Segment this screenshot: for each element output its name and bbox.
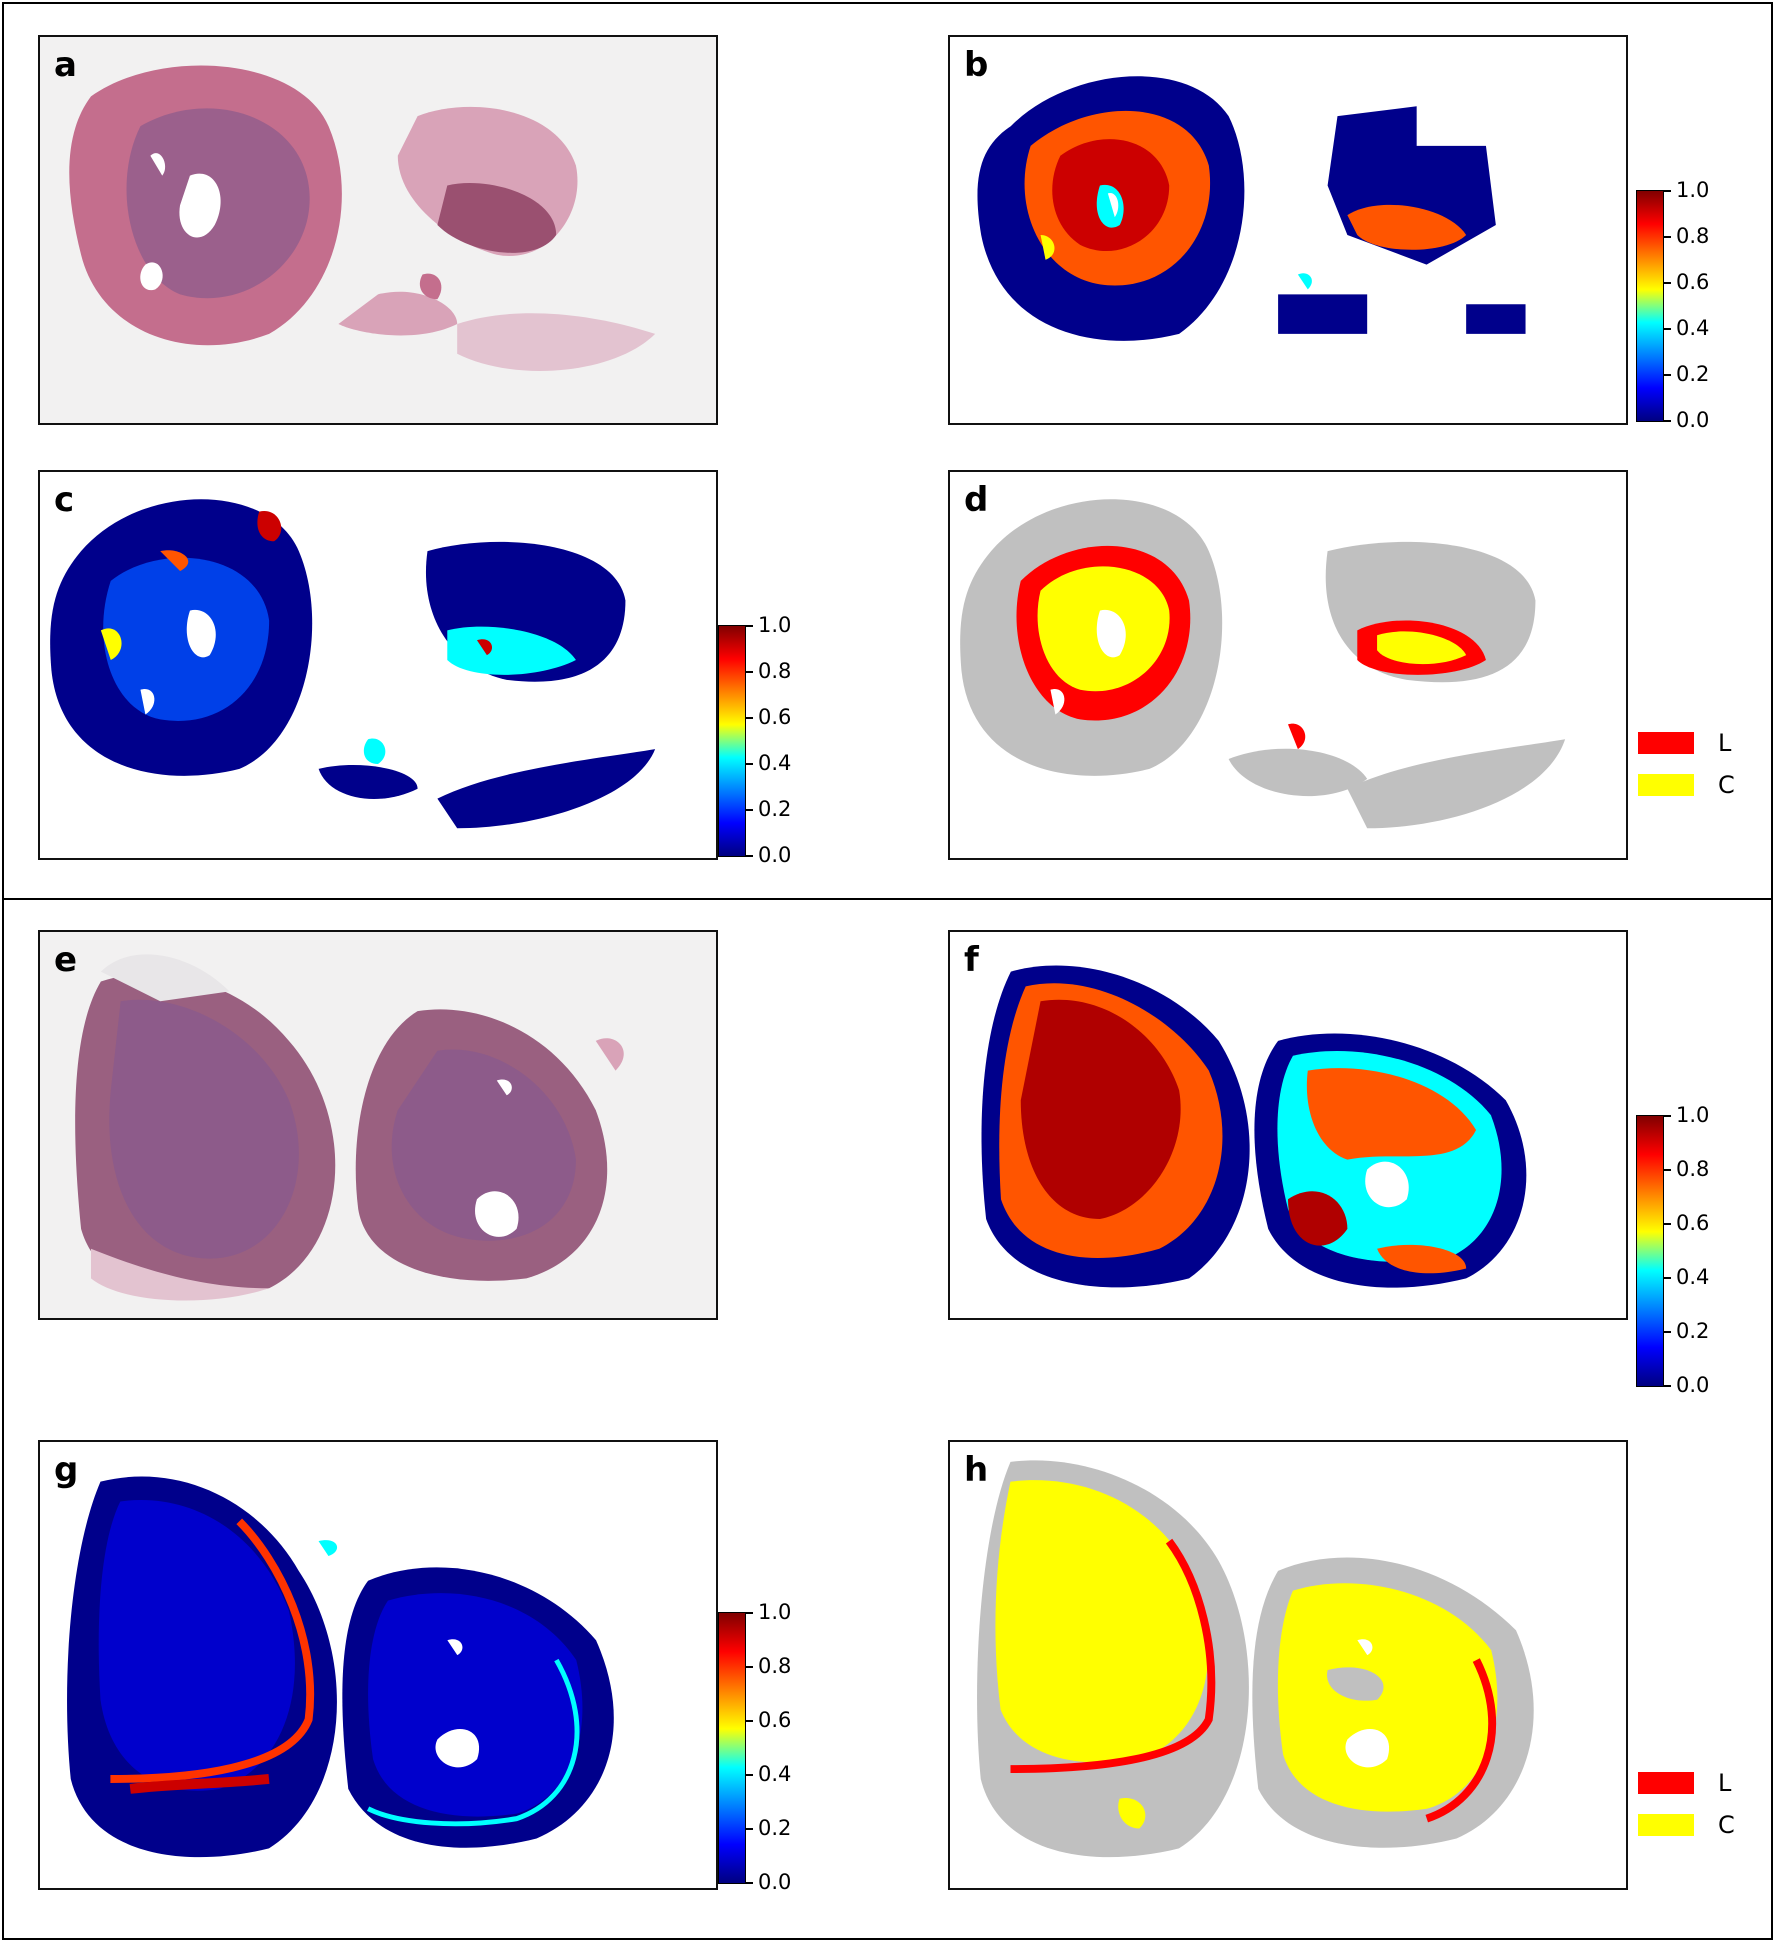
figure-bottom-frame [2, 898, 1773, 1940]
colorbar-tick: 0.2 [745, 1816, 792, 1840]
panel-label: f [964, 940, 979, 980]
panel-e: e [38, 930, 718, 1320]
panel-b: b [948, 35, 1628, 425]
panel-label: c [54, 480, 75, 520]
panel-label: g [54, 1450, 79, 1490]
legend-item-l: L [1638, 728, 1731, 758]
colorbar-b [1636, 190, 1664, 422]
panel-label: b [964, 45, 989, 85]
panel-a: a [38, 35, 718, 425]
panel-label: e [54, 940, 78, 980]
legend-item-c: C [1638, 1810, 1735, 1840]
colorbar-tick: 0.2 [745, 797, 792, 821]
he-stain-image [69, 65, 656, 371]
panel-label: h [964, 1450, 989, 1490]
colorbar-tick: 0.8 [745, 1654, 792, 1678]
colorbar-tick: 0.2 [1663, 362, 1710, 386]
probability-heatmap [977, 76, 1526, 341]
colorbar-c [718, 625, 746, 857]
colorbar-tick: 0.4 [1663, 316, 1710, 340]
probability-heatmap [981, 965, 1527, 1288]
legend-swatch-c [1638, 774, 1694, 796]
colorbar-g [718, 1612, 746, 1884]
panel-f: f [948, 930, 1628, 1320]
colorbar-tick: 0.0 [1663, 408, 1710, 432]
legend-swatch-l [1638, 732, 1694, 754]
legend-swatch-c [1638, 1814, 1694, 1836]
colorbar-tick: 0.6 [1663, 270, 1710, 294]
probability-heatmap [50, 499, 656, 829]
colorbar-tick: 1.0 [745, 1600, 792, 1624]
panel-d: d [948, 470, 1628, 860]
legend-label: C [1718, 1811, 1735, 1839]
panel-c: c [38, 470, 718, 860]
probability-heatmap [67, 1476, 614, 1858]
panel-label: a [54, 45, 77, 85]
colorbar-tick: 0.8 [745, 659, 792, 683]
panel-label: d [964, 480, 989, 520]
colorbar-tick: 1.0 [1663, 178, 1710, 202]
colorbar-tick: 1.0 [1663, 1103, 1710, 1127]
legend-label: L [1718, 729, 1732, 757]
colorbar-tick: 0.0 [1663, 1373, 1710, 1397]
colorbar-tick: 0.8 [1663, 224, 1710, 248]
colorbar-tick: 1.0 [745, 613, 792, 637]
colorbar-tick: 0.6 [745, 1708, 792, 1732]
panel-g: g [38, 1440, 718, 1890]
segmentation-map [977, 1460, 1534, 1858]
he-stain-image [75, 954, 624, 1301]
colorbar-tick: 0.2 [1663, 1319, 1710, 1343]
colorbar-tick: 0.0 [745, 843, 792, 867]
colorbar-tick: 0.6 [745, 705, 792, 729]
colorbar-tick: 0.4 [1663, 1265, 1710, 1289]
colorbar-tick: 0.4 [745, 1762, 792, 1786]
colorbar-tick: 0.4 [745, 751, 792, 775]
segmentation-map [960, 499, 1566, 829]
legend-label: L [1718, 1769, 1732, 1797]
legend-item-c: C [1638, 770, 1735, 800]
legend-item-l: L [1638, 1768, 1731, 1798]
legend-label: C [1718, 771, 1735, 799]
legend-swatch-l [1638, 1772, 1694, 1794]
panel-h: h [948, 1440, 1628, 1890]
colorbar-tick: 0.8 [1663, 1157, 1710, 1181]
colorbar-f [1636, 1115, 1664, 1387]
colorbar-tick: 0.6 [1663, 1211, 1710, 1235]
colorbar-tick: 0.0 [745, 1870, 792, 1894]
